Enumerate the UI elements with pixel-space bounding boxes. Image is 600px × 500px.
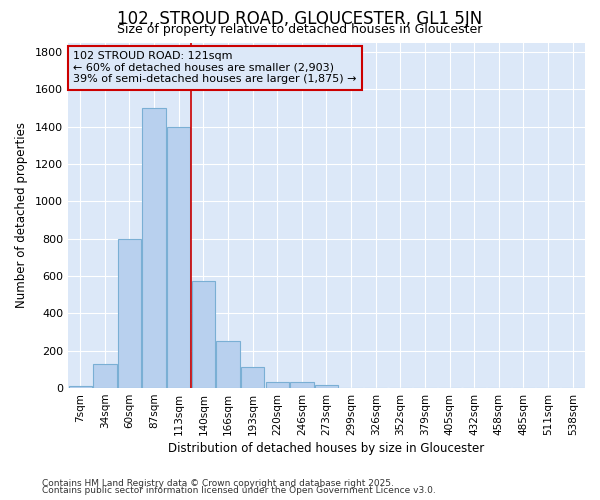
- Y-axis label: Number of detached properties: Number of detached properties: [15, 122, 28, 308]
- Bar: [216, 342, 239, 388]
- Bar: [118, 238, 141, 388]
- X-axis label: Distribution of detached houses by size in Gloucester: Distribution of detached houses by size …: [169, 442, 485, 455]
- Text: Contains public sector information licensed under the Open Government Licence v3: Contains public sector information licen…: [42, 486, 436, 495]
- Text: 102, STROUD ROAD, GLOUCESTER, GL1 5JN: 102, STROUD ROAD, GLOUCESTER, GL1 5JN: [118, 10, 482, 28]
- Bar: [93, 364, 116, 388]
- Text: Size of property relative to detached houses in Gloucester: Size of property relative to detached ho…: [118, 22, 482, 36]
- Bar: [290, 382, 314, 388]
- Bar: [315, 386, 338, 388]
- Text: Contains HM Land Registry data © Crown copyright and database right 2025.: Contains HM Land Registry data © Crown c…: [42, 478, 394, 488]
- Text: 102 STROUD ROAD: 121sqm
← 60% of detached houses are smaller (2,903)
39% of semi: 102 STROUD ROAD: 121sqm ← 60% of detache…: [73, 51, 356, 84]
- Bar: [167, 126, 190, 388]
- Bar: [191, 280, 215, 388]
- Bar: [142, 108, 166, 388]
- Bar: [266, 382, 289, 388]
- Bar: [241, 366, 264, 388]
- Bar: [68, 386, 92, 388]
